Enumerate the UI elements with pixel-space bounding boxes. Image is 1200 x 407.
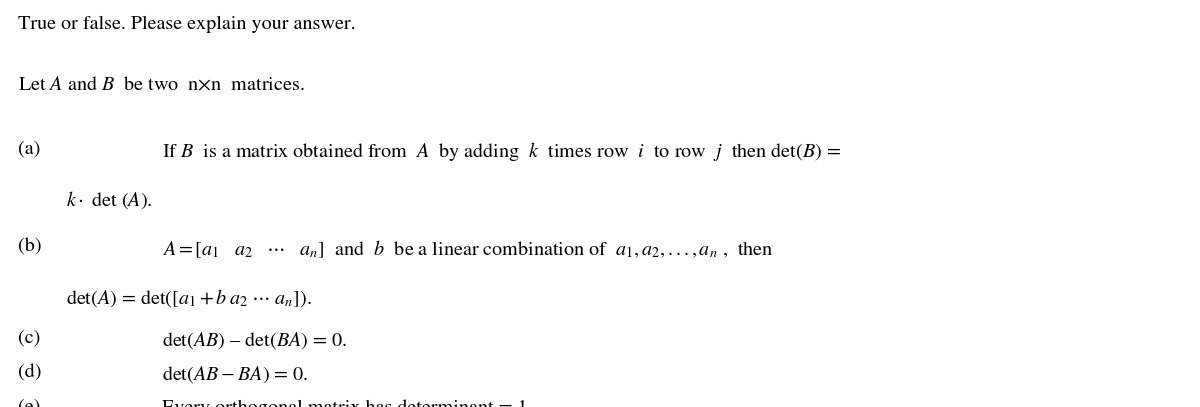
- Text: (c): (c): [18, 330, 41, 347]
- Text: (e): (e): [18, 399, 41, 407]
- Text: $A = [a_1 \quad a_2 \quad \cdots \quad a_n]$  and  $b$  be a linear combination : $A = [a_1 \quad a_2 \quad \cdots \quad a…: [162, 238, 774, 260]
- Text: det$(A)$ = det$([a_1 + b \; a_2 \; \cdots \; a_n])$.: det$(A)$ = det$([a_1 + b \; a_2 \; \cdot…: [66, 287, 312, 309]
- Text: Let $A$ and $B$  be two  n×n  matrices.: Let $A$ and $B$ be two n×n matrices.: [18, 75, 305, 93]
- Text: (b): (b): [18, 238, 42, 255]
- Text: det$(AB - BA)$ = 0.: det$(AB - BA)$ = 0.: [162, 364, 308, 385]
- Text: Every orthogonal matrix has determinant = 1.: Every orthogonal matrix has determinant …: [162, 399, 533, 407]
- Text: True or false. Please explain your answer.: True or false. Please explain your answe…: [18, 16, 355, 33]
- Text: (a): (a): [18, 140, 41, 158]
- Text: (d): (d): [18, 364, 42, 381]
- Text: $k\cdot$ det $(A)$.: $k\cdot$ det $(A)$.: [66, 189, 152, 211]
- Text: If $B$  is a matrix obtained from  $A$  by adding  $k$  times row  $i$  to row  : If $B$ is a matrix obtained from $A$ by …: [162, 140, 841, 164]
- Text: det$(AB)$ – det$(BA)$ = 0.: det$(AB)$ – det$(BA)$ = 0.: [162, 330, 347, 350]
